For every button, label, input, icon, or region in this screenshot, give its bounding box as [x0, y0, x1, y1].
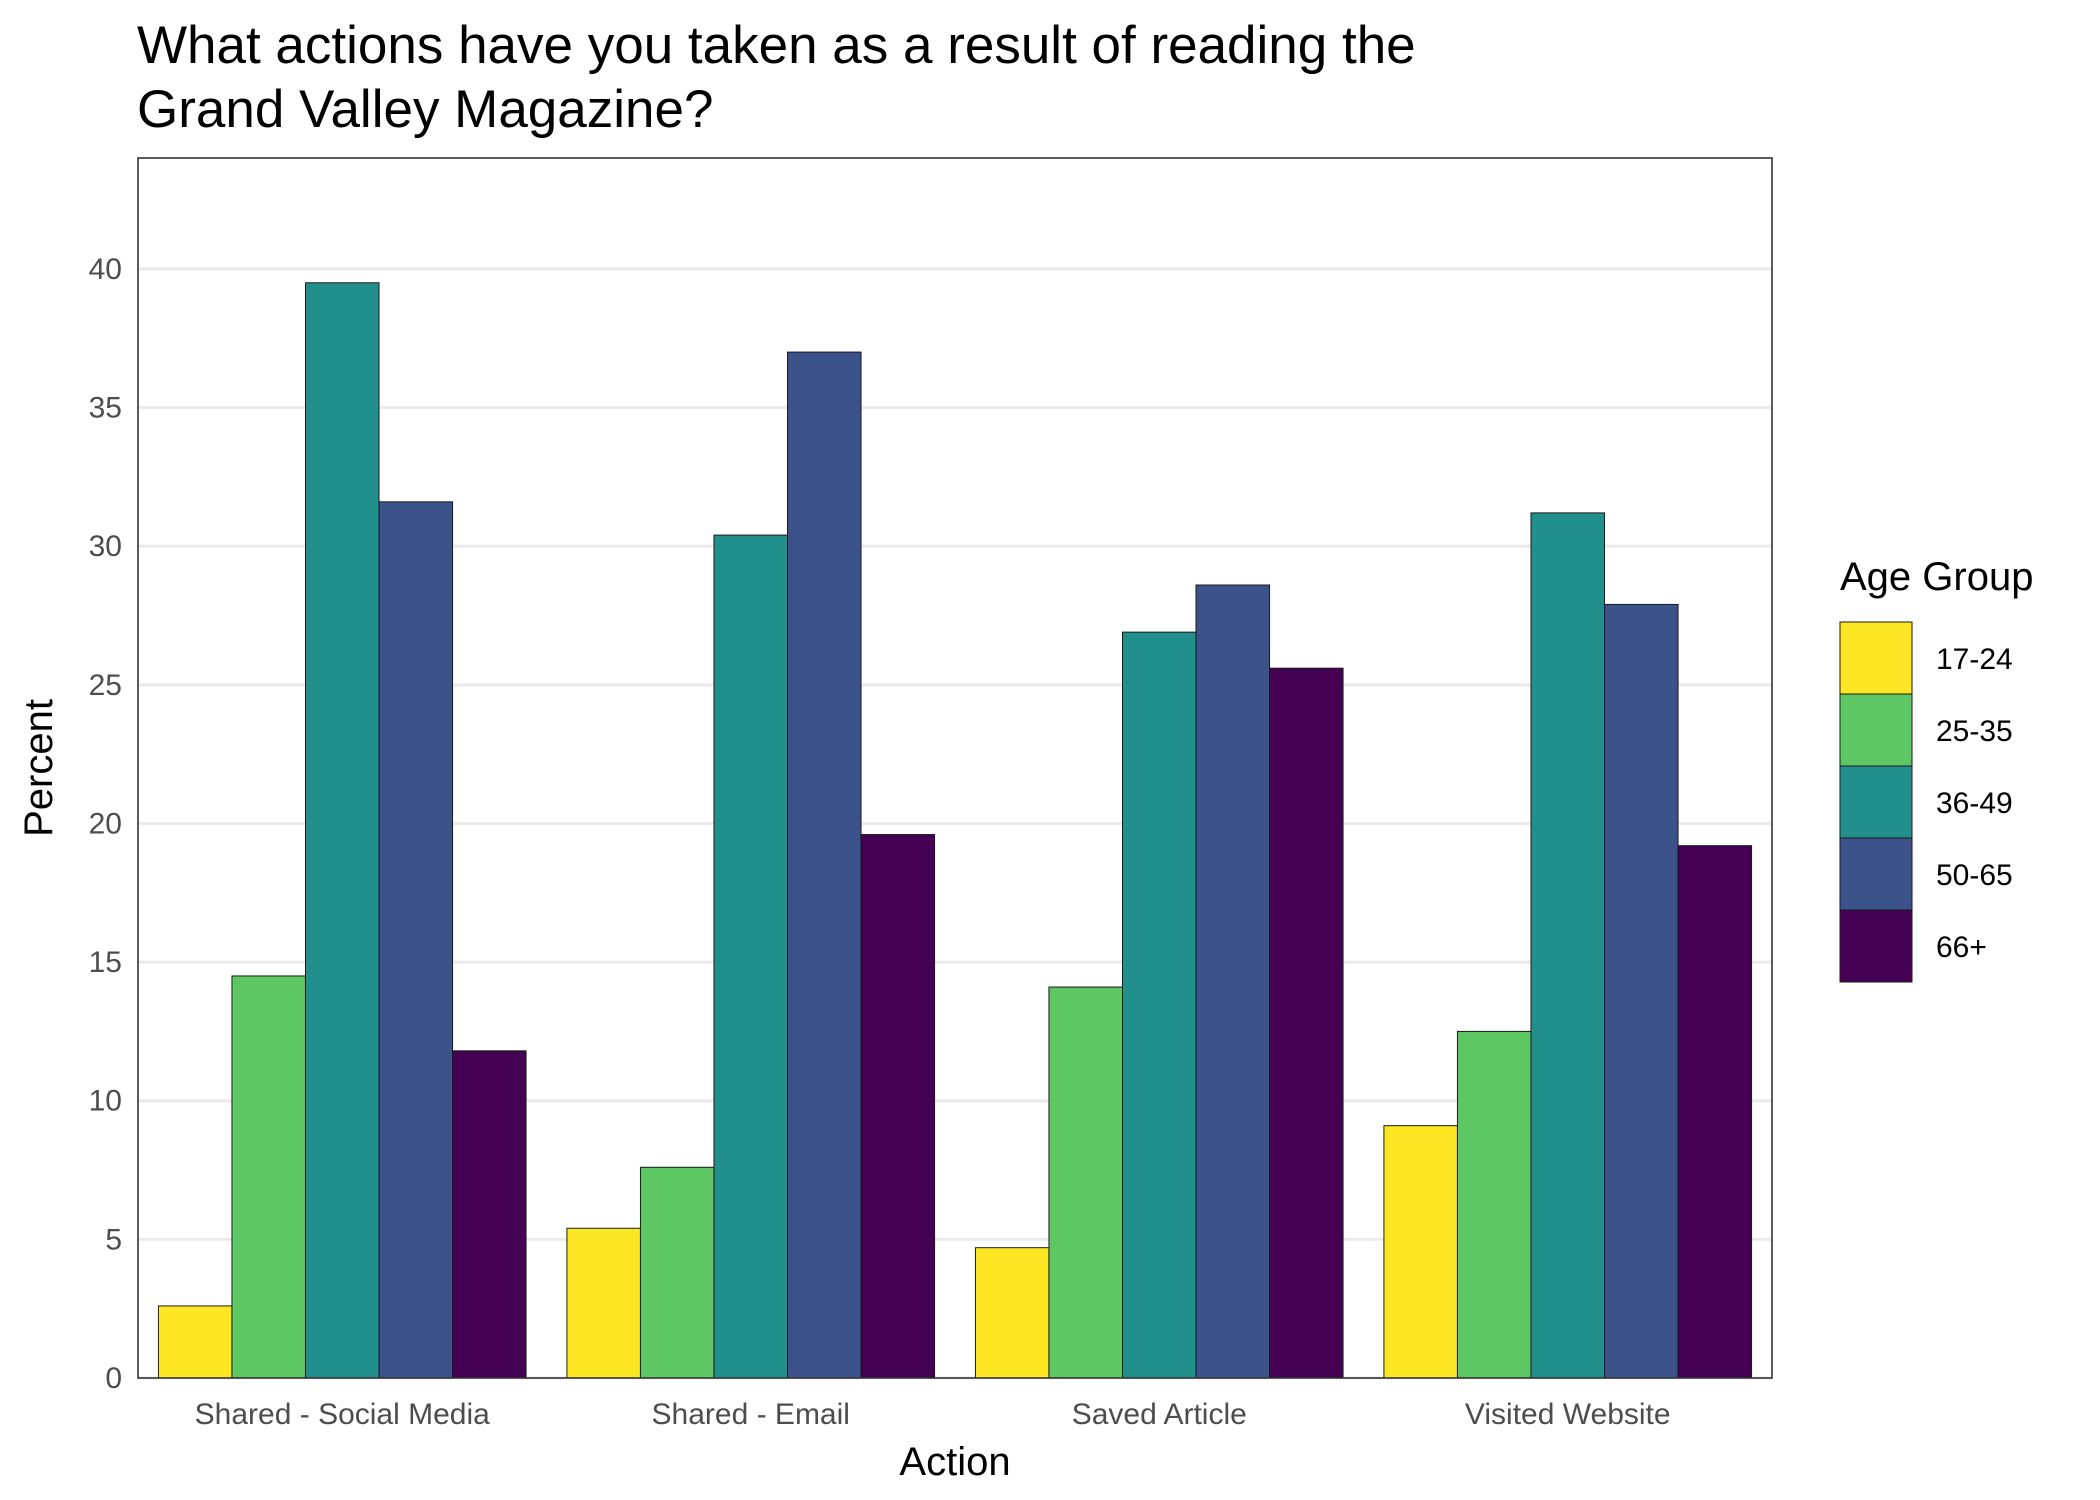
bar-36-49-0 [304, 282, 380, 1379]
bar-25-35-1 [639, 1166, 715, 1379]
bar-50-65-0 [378, 501, 454, 1379]
y-tick-label: 5 [105, 1223, 122, 1256]
x-axis-title: Action [899, 1440, 1010, 1484]
legend-label: 25-35 [1936, 715, 2013, 748]
y-tick-label: 40 [89, 253, 122, 286]
legend-label: 50-65 [1936, 859, 2013, 892]
legend-key-66plus [1839, 909, 1913, 983]
bar-25-35-3 [1456, 1030, 1532, 1379]
x-tick-label: Shared - Social Media [195, 1398, 490, 1431]
y-axis-title: Percent [17, 699, 61, 837]
y-tick-label: 25 [89, 669, 122, 702]
bar-66plus-0 [452, 1050, 527, 1379]
y-tick-label: 20 [89, 807, 122, 840]
bar-50-65-2 [1195, 584, 1271, 1379]
y-tick-label: 35 [89, 392, 122, 425]
y-tick-label: 15 [89, 946, 122, 979]
bar-50-65-3 [1604, 603, 1679, 1379]
y-tick-label: 30 [89, 530, 122, 563]
bar-25-35-0 [231, 975, 306, 1379]
bar-66plus-2 [1269, 667, 1344, 1379]
chart-title-line-1: What actions have you taken as a result … [137, 16, 1416, 75]
legend-label: 17-24 [1936, 643, 2013, 676]
chart-title: What actions have you taken as a result … [137, 14, 1737, 142]
x-tick-label: Shared - Email [652, 1398, 850, 1431]
legend-key-50-65 [1839, 837, 1913, 911]
bar-17-24-2 [974, 1247, 1050, 1379]
legend-key-36-49 [1839, 765, 1913, 839]
legend-label: 66+ [1936, 931, 1987, 964]
legend-label: 36-49 [1936, 787, 2013, 820]
y-axis-ticks: 0 5 10 15 20 25 30 35 40 [89, 253, 122, 1395]
bar-25-35-2 [1048, 986, 1123, 1379]
x-tick-label: Saved Article [1072, 1398, 1247, 1431]
legend-key-17-24 [1839, 621, 1913, 695]
plot-panel-border [137, 157, 1773, 1379]
bar-66plus-1 [860, 834, 936, 1379]
legend-key-25-35 [1839, 693, 1913, 767]
bar-36-49-1 [713, 534, 789, 1379]
y-tick-label: 0 [105, 1362, 122, 1395]
bar-17-24-0 [157, 1305, 233, 1379]
bar-17-24-3 [1383, 1125, 1458, 1379]
x-tick-label: Visited Website [1465, 1398, 1671, 1431]
bar-66plus-3 [1677, 845, 1753, 1379]
legend-title: Age Group [1840, 555, 2033, 599]
bar-50-65-1 [787, 351, 862, 1379]
y-tick-label: 10 [89, 1085, 122, 1118]
x-axis-ticks: Shared - Social Media Shared - Email Saved… [195, 1398, 1671, 1431]
legend: Age Group 17-24 25-35 36-49 50-65 66+ [1839, 555, 2033, 983]
bars [157, 282, 1753, 1379]
chart-title-line-2: Grand Valley Magazine? [137, 80, 714, 139]
bar-36-49-2 [1121, 631, 1197, 1379]
bar-17-24-1 [566, 1227, 641, 1379]
bar-36-49-3 [1530, 512, 1606, 1379]
